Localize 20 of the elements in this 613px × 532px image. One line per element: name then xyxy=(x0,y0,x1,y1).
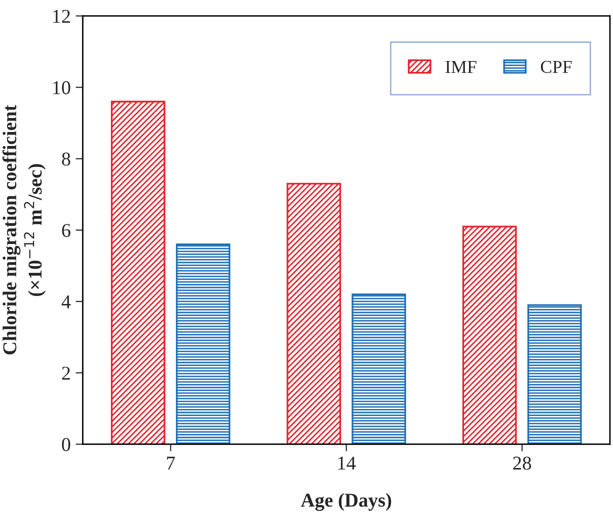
legend-label: IMF xyxy=(446,60,476,73)
y-tick-label: 6 xyxy=(62,224,70,238)
x-tick-label: 14 xyxy=(338,456,356,470)
bar xyxy=(286,182,342,444)
x-axis-title: Age (Days) xyxy=(300,493,392,511)
y-tick-label: 2 xyxy=(62,366,70,380)
bar xyxy=(527,304,582,444)
bar xyxy=(352,293,406,444)
bar xyxy=(110,100,166,444)
x-tick-label: 28 xyxy=(513,456,532,470)
bar xyxy=(462,226,517,444)
y-tick-label: 0 xyxy=(62,438,70,452)
y-tick-label: 8 xyxy=(62,152,70,166)
legend-label: CPF xyxy=(540,60,572,73)
x-tick-label: 7 xyxy=(167,456,175,470)
y-tick-label: 4 xyxy=(62,295,71,308)
bar xyxy=(176,244,230,444)
y-axis-title: Chloride migration coefficient (×10$^{−12}$ m$^{2}$/sec) xyxy=(2,104,46,354)
y-tick-label: 12 xyxy=(53,10,70,23)
y-tick-label: 10 xyxy=(53,81,70,94)
